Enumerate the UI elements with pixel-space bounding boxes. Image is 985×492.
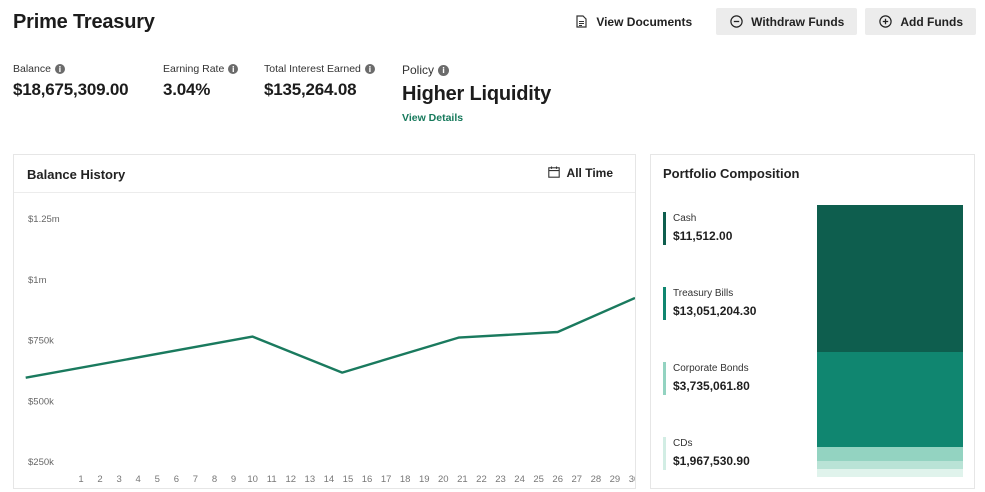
x-tick-label: 1 <box>78 474 83 485</box>
x-tick-label: 13 <box>305 474 316 485</box>
x-tick-label: 15 <box>343 474 354 485</box>
time-range-button[interactable]: All Time <box>547 164 613 182</box>
legend-item-cds: CDs $1,967,530.90 <box>663 437 750 472</box>
legend-name: Corporate Bonds <box>673 363 749 374</box>
stat-total-interest-value: $135,264.08 <box>264 80 357 99</box>
x-tick-label: 22 <box>476 474 487 485</box>
legend-value: $13,051,204.30 <box>673 304 757 318</box>
balance-line <box>25 296 635 379</box>
legend-value: $1,967,530.90 <box>673 454 750 468</box>
x-tick-label: 3 <box>116 474 121 485</box>
x-tick-label: 17 <box>381 474 392 485</box>
legend-item-corporate-bonds: Corporate Bonds $3,735,061.80 <box>663 362 750 397</box>
x-tick-label: 30 <box>629 474 635 485</box>
legend-swatch <box>663 287 666 320</box>
stack-segment-treasury-bills <box>817 351 963 448</box>
legend-name: Cash <box>673 213 697 224</box>
withdraw-funds-label: Withdraw Funds <box>751 14 845 29</box>
stat-earning-rate-label: Earning Rate <box>163 63 225 75</box>
x-tick-label: 4 <box>136 474 141 485</box>
y-tick-label: $250k <box>28 457 54 468</box>
stat-balance-label: Balance <box>13 63 51 75</box>
stat-policy-label: Policy <box>402 63 435 77</box>
x-tick-label: 29 <box>610 474 621 485</box>
stat-earning-rate-value: 3.04% <box>163 80 211 99</box>
stack-segment-corporate-bonds <box>817 447 963 461</box>
info-icon[interactable]: i <box>228 64 239 74</box>
x-tick-label: 18 <box>400 474 411 485</box>
legend-value: $11,512.00 <box>673 229 733 243</box>
legend-value: $3,735,061.80 <box>673 379 750 393</box>
x-tick-label: 11 <box>267 474 277 485</box>
x-tick-label: 12 <box>285 474 296 485</box>
stat-balance: Balance i $18,675,309.00 <box>13 62 129 100</box>
x-tick-label: 23 <box>495 474 506 485</box>
portfolio-composition-title: Portfolio Composition <box>663 166 800 181</box>
legend-swatch <box>663 437 666 470</box>
info-icon[interactable]: i <box>54 64 65 74</box>
stat-earning-rate: Earning Rate i 3.04% <box>163 62 239 100</box>
stack-segment-cds <box>817 460 963 469</box>
legend-name: CDs <box>673 438 693 449</box>
legend-swatch <box>663 362 666 395</box>
x-tick-label: 10 <box>247 474 258 485</box>
y-tick-label: $1m <box>28 275 47 286</box>
y-tick-label: $1.25m <box>28 214 60 225</box>
x-tick-label: 26 <box>552 474 563 485</box>
document-icon <box>574 15 588 29</box>
x-tick-label: 8 <box>212 474 217 485</box>
view-documents-label: View Documents <box>596 14 693 29</box>
composition-stacked-bar <box>817 205 963 477</box>
plus-circle-icon <box>878 15 892 29</box>
x-tick-label: 16 <box>362 474 373 485</box>
view-details-link[interactable]: View Details <box>402 112 464 124</box>
stat-total-interest-label: Total Interest Earned <box>264 63 361 75</box>
stat-total-interest: Total Interest Earned i $135,264.08 <box>264 62 375 100</box>
legend-item-cash: Cash $11,512.00 <box>663 212 732 247</box>
y-tick-label: $750k <box>28 336 54 347</box>
x-tick-label: 25 <box>533 474 544 485</box>
add-funds-label: Add Funds <box>900 14 963 29</box>
y-tick-label: $500k <box>28 396 54 407</box>
legend-name: Treasury Bills <box>673 288 734 299</box>
balance-history-title: Balance History <box>27 167 126 182</box>
stat-balance-value: $18,675,309.00 <box>13 80 129 99</box>
x-tick-label: 27 <box>572 474 583 485</box>
portfolio-composition-card: Portfolio Composition Cash $11,512.00 Tr… <box>650 154 975 489</box>
x-tick-label: 20 <box>438 474 449 485</box>
x-tick-label: 2 <box>97 474 102 485</box>
x-tick-label: 19 <box>419 474 430 485</box>
minus-circle-icon <box>729 15 743 29</box>
stack-segment-other <box>817 468 963 477</box>
toolbar: View Documents Withdraw Funds Add Funds <box>568 8 976 35</box>
view-documents-button[interactable]: View Documents <box>568 8 708 35</box>
withdraw-funds-button[interactable]: Withdraw Funds <box>716 8 858 35</box>
x-tick-label: 14 <box>324 474 335 485</box>
legend-item-treasury-bills: Treasury Bills $13,051,204.30 <box>663 287 756 322</box>
card-divider <box>14 192 635 193</box>
x-tick-label: 7 <box>193 474 198 485</box>
page-title: Prime Treasury <box>13 11 155 33</box>
stat-policy-value: Higher Liquidity <box>402 83 552 105</box>
info-icon[interactable]: i <box>364 64 375 74</box>
add-funds-button[interactable]: Add Funds <box>865 8 976 35</box>
x-tick-label: 5 <box>155 474 160 485</box>
x-tick-label: 24 <box>514 474 525 485</box>
legend-swatch <box>663 212 666 245</box>
info-icon[interactable]: i <box>438 64 450 76</box>
time-range-label: All Time <box>566 166 613 180</box>
balance-history-card: Balance History All Time $250k $500k $750k… <box>13 154 636 489</box>
x-tick-label: 9 <box>231 474 236 485</box>
stack-segment-cash <box>817 205 963 352</box>
x-tick-label: 21 <box>457 474 468 485</box>
x-tick-label: 6 <box>174 474 179 485</box>
calendar-icon <box>547 166 560 181</box>
x-tick-label: 28 <box>591 474 602 485</box>
stat-policy: Policy i Higher Liquidity View Details <box>402 62 551 124</box>
